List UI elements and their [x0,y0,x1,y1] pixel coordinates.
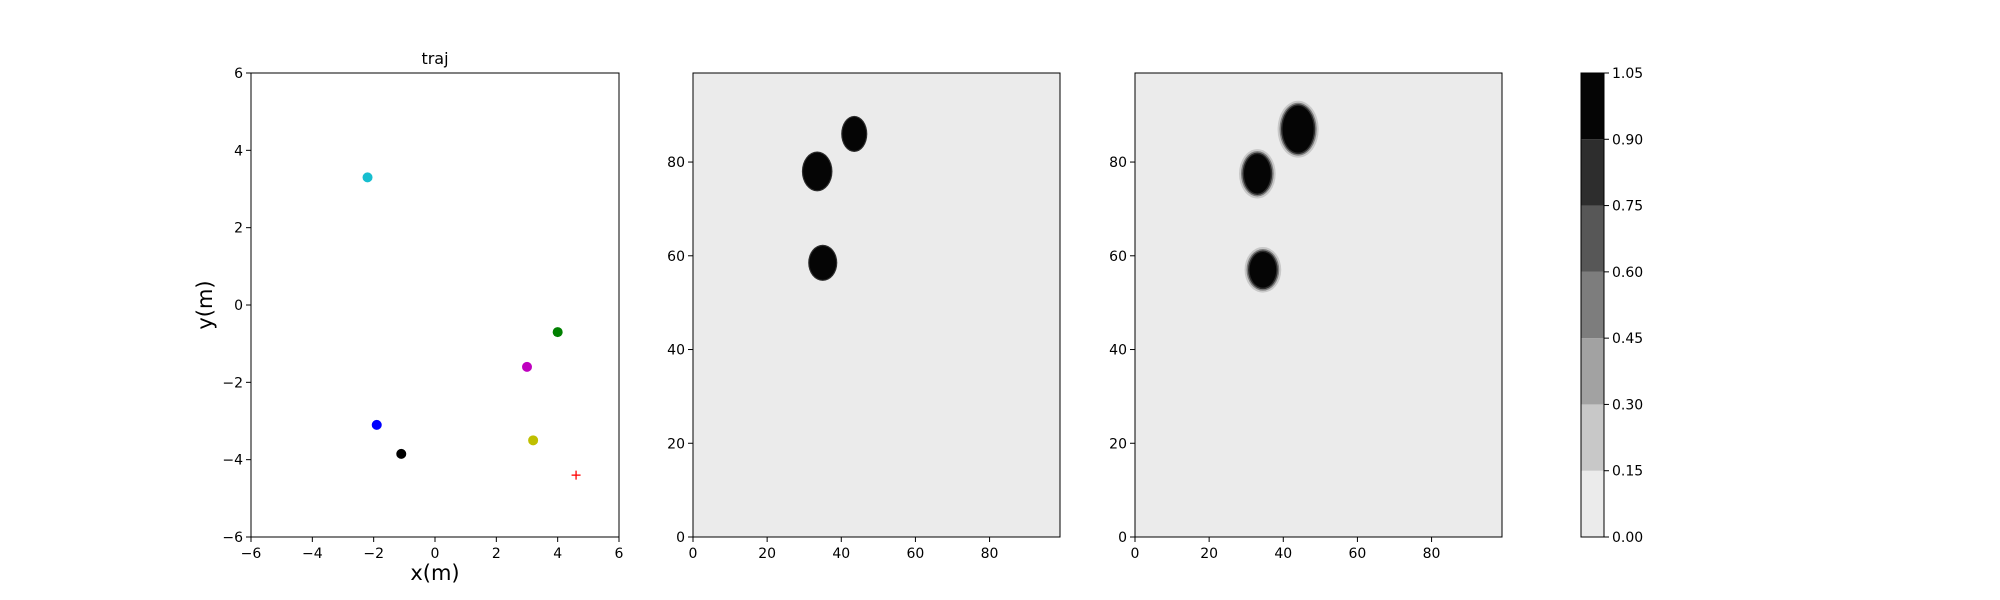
x-tick-label: 0 [1131,546,1140,562]
colorbar-level [1581,73,1604,140]
x-tick-label: 60 [1349,546,1367,562]
obstacle-blob [1238,149,1276,199]
colorbar-level [1581,470,1604,537]
obstacle-blob [1277,100,1319,158]
occupancy-heatmap-right: 0 20 40 60 80 0 20 40 60 80 [1109,72,1503,562]
x-tick-label: 0 [431,546,440,562]
x-tick-label: 60 [907,546,925,562]
x-tick-label: 80 [981,546,999,562]
y-tick-label: 4 [234,143,243,159]
axes-frame [692,72,1061,538]
colorbar-tick-label: 0.30 [1612,397,1643,413]
y-tick-label: 0 [234,298,243,314]
colorbar-tick-label: 0.00 [1612,530,1643,546]
blob-core [1249,252,1277,288]
y-tick-label: 80 [1109,155,1127,171]
x-tick-label: 40 [832,546,850,562]
x-tick-label: 20 [758,546,776,562]
x-tick-label: −2 [363,546,384,562]
colorbar-tick-label: 0.90 [1612,132,1643,148]
colorbar-tick-label: 0.45 [1612,331,1643,347]
obstacle-blob [808,244,838,281]
y-tick-label: 60 [1109,249,1127,265]
trajectory-scatter-plot: −6 −4 −2 0 2 4 6 −6 −4 −2 0 2 4 6 traj x(m) y(m) [193,49,624,585]
y-tick-label: 0 [676,530,685,546]
agent-point [552,327,563,338]
blob-core [809,245,837,280]
x-tick-label: 6 [615,546,624,562]
x-tick-label: 4 [553,546,562,562]
colorbar-level [1581,271,1604,339]
x-axis-label: x(m) [410,561,459,585]
colorbar: 0.00 0.15 0.30 0.45 0.60 0.75 0.90 1.05 [1580,66,1643,546]
colorbar-tick-label: 1.05 [1612,66,1643,82]
x-tick-label: 0 [689,546,698,562]
agent-point [371,419,382,430]
agent-point [528,435,539,446]
colorbar-tick-label: 0.60 [1612,265,1643,281]
occupancy-heatmap-left: 0 20 40 60 80 0 20 40 60 80 [667,72,1061,562]
axes-frame [250,72,620,538]
heatmap-background [693,73,1060,537]
y-tick-label: 6 [234,66,243,82]
x-tick-label: 20 [1200,546,1218,562]
agent-point [396,448,407,459]
target-plus-marker [571,470,581,480]
x-tick-label: −6 [241,546,262,562]
colorbar-tick-label: 0.15 [1612,464,1643,480]
y-tick-label: −2 [222,375,243,391]
plot-area [251,73,619,537]
chart-title: traj [421,49,448,68]
y-tick-label: 40 [1109,343,1127,359]
colorbar-tick-label: 0.75 [1612,199,1643,215]
heatmap-background [1135,73,1502,537]
y-tick-label: 20 [1109,436,1127,452]
axes-frame [1134,72,1503,538]
obstacle-blob [1244,247,1282,293]
y-tick-label: 0 [1118,530,1127,546]
y-tick-label: −4 [222,453,243,469]
blob-core [1282,105,1314,153]
x-tick-label: 80 [1423,546,1441,562]
x-tick-label: −4 [302,546,323,562]
y-axis-label: y(m) [193,280,217,329]
y-tick-label: 80 [667,155,685,171]
blob-core [842,117,867,151]
x-tick-label: 40 [1274,546,1292,562]
agent-point [522,361,532,372]
colorbar-level [1581,338,1604,405]
y-tick-label: 40 [667,343,685,359]
x-tick-label: 2 [492,546,501,562]
y-tick-label: 2 [234,221,243,237]
blob-core [1243,154,1271,194]
blob-core [803,152,832,191]
colorbar-frame [1580,72,1605,538]
y-tick-label: 60 [667,249,685,265]
y-tick-label: −6 [222,530,243,546]
obstacle-blob [801,151,833,192]
colorbar-level [1581,205,1604,272]
colorbar-level [1581,404,1604,471]
obstacle-blob [841,115,868,153]
agent-point [362,172,373,183]
y-tick-label: 20 [667,436,685,452]
colorbar-level [1581,139,1604,206]
